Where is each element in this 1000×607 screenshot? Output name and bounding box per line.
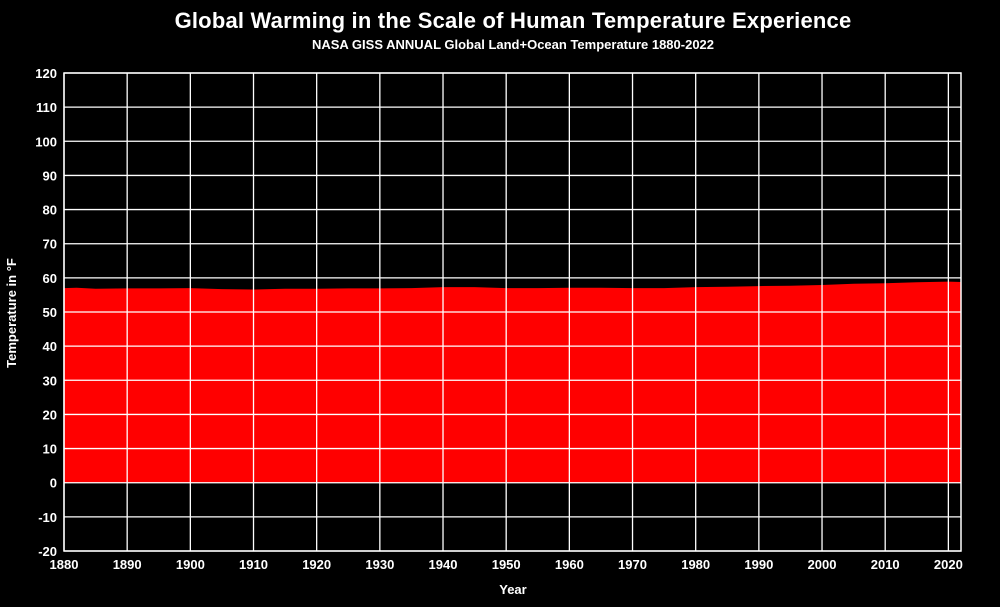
y-tick-label: 90 [43, 168, 57, 183]
chart-title: Global Warming in the Scale of Human Tem… [174, 8, 852, 33]
area-layer [64, 281, 961, 483]
y-tick-label: 110 [36, 100, 57, 115]
x-tick-label: 1920 [302, 557, 331, 572]
x-tick-label: 1960 [555, 557, 584, 572]
x-tick-label: 1900 [176, 557, 205, 572]
y-tick-label: 10 [43, 442, 57, 457]
plot-border [63, 72, 962, 552]
x-tick-label: 1970 [618, 557, 647, 572]
x-tick-label: 1980 [681, 557, 710, 572]
x-tick-label: 2000 [808, 557, 837, 572]
x-axis-title: Year [499, 582, 526, 597]
y-tick-label: 20 [43, 407, 57, 422]
y-tick-label: 30 [43, 373, 57, 388]
y-tick-label: 70 [43, 237, 57, 252]
chart-subtitle: NASA GISS ANNUAL Global Land+Ocean Tempe… [311, 37, 715, 52]
x-tick-label: 1940 [429, 557, 458, 572]
x-tick-label: 1890 [113, 557, 142, 572]
y-tick-label: -10 [38, 510, 57, 525]
grid-layer [63, 72, 962, 552]
x-tick-label: 1950 [492, 557, 521, 572]
y-tick-labels: -20 -10 0 10 20 30 40 50 60 70 80 90 100 110 120 [35, 66, 57, 559]
temperature-area-series-0 [64, 281, 961, 483]
y-tick-label: 100 [35, 134, 57, 149]
x-tick-label: 1880 [50, 557, 79, 572]
x-tick-labels: 1880 1890 1900 1910 1920 1930 1940 1950 1960 1970… [50, 557, 963, 572]
y-tick-label: 80 [43, 203, 57, 218]
y-tick-label: 50 [43, 305, 57, 320]
x-tick-label: 1990 [744, 557, 773, 572]
y-tick-label: 60 [43, 271, 57, 286]
y-tick-label: 40 [43, 339, 57, 354]
y-tick-label: 120 [35, 66, 57, 81]
x-tick-label: 1910 [239, 557, 268, 572]
x-tick-label: 2010 [871, 557, 900, 572]
x-tick-label: 2020 [934, 557, 963, 572]
x-tick-label: 1930 [365, 557, 394, 572]
y-axis-title: Temperature in °F [4, 258, 19, 368]
y-tick-label: 0 [50, 476, 57, 491]
y-tick-label: -20 [38, 544, 57, 559]
